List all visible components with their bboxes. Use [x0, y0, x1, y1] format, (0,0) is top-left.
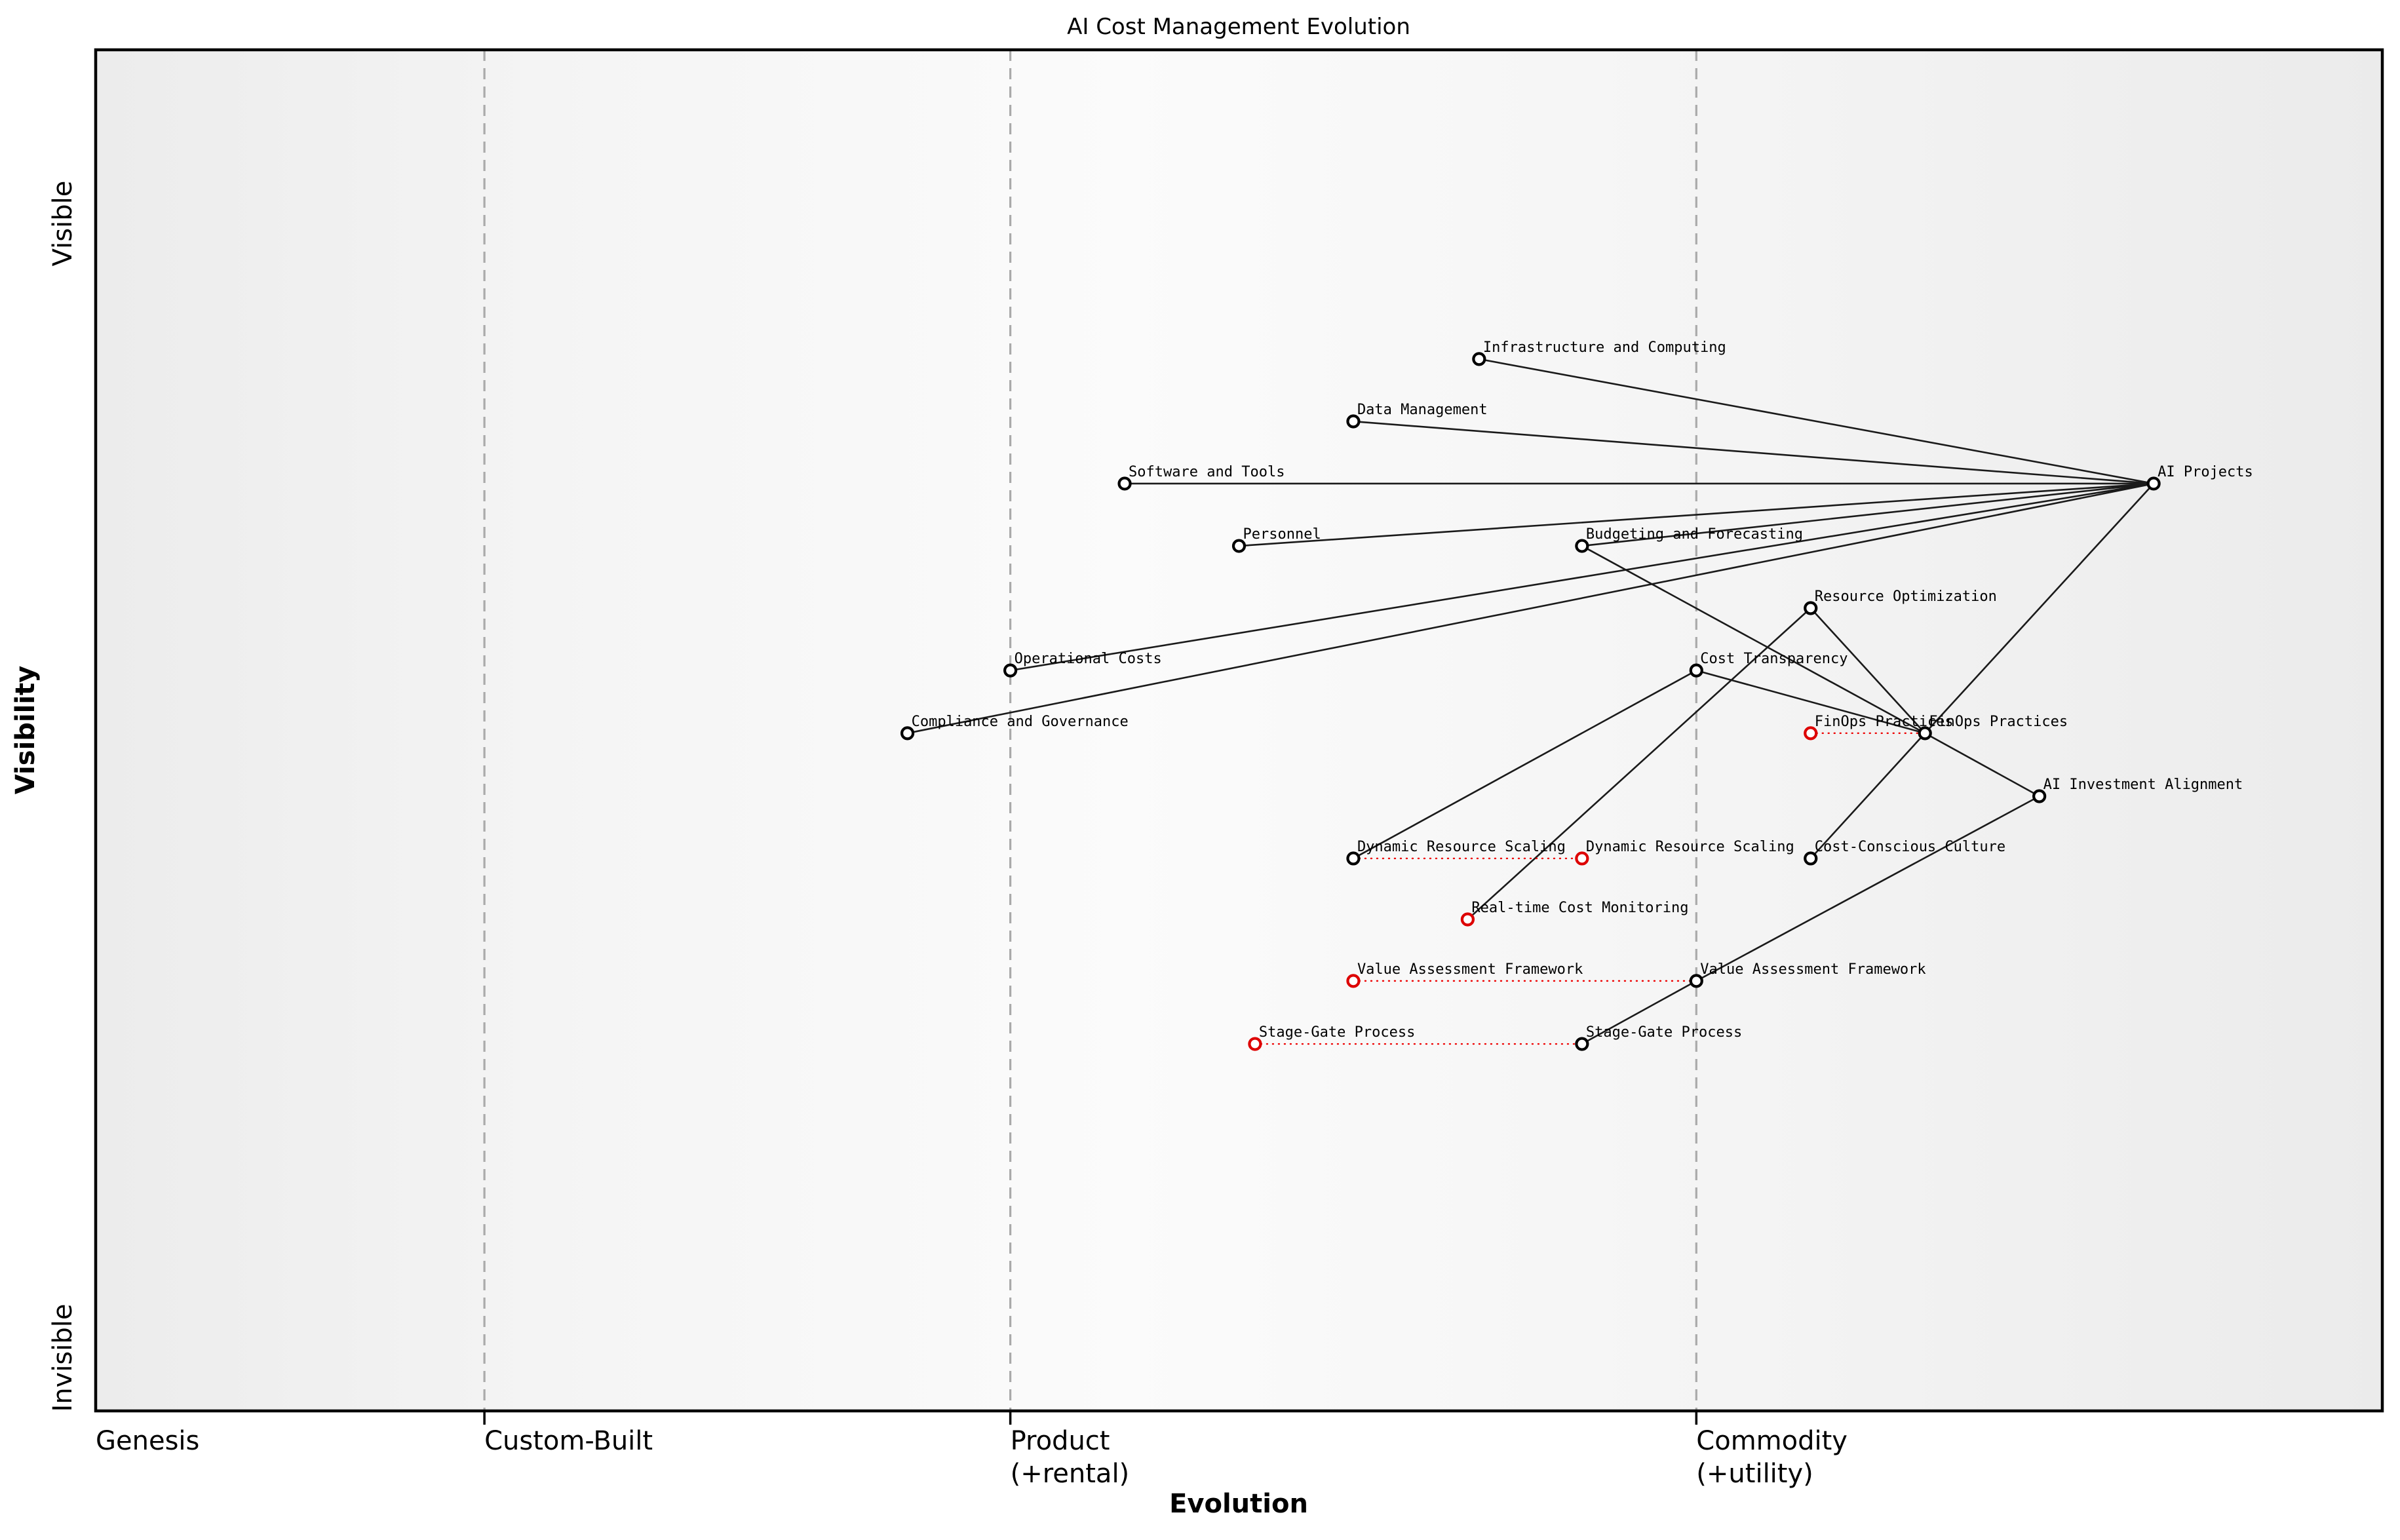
node-label-dynamic_scaling: Dynamic Resource Scaling	[1357, 839, 1566, 855]
edge-ai_projects--personnel	[1239, 482, 2154, 547]
y-axis-title: Visibility	[10, 666, 41, 794]
plot-frame	[94, 48, 2384, 1425]
node-label-finops_evolved: FinOps Practices	[1815, 714, 1954, 730]
node-label-value_assessment: Value Assessment Framework	[1700, 961, 1926, 978]
node-dynamic_scaling_evolved[interactable]	[1575, 851, 1589, 866]
edge-stage_gate--value_assessment	[1581, 980, 1697, 1045]
x-stage-sublabel-commodity: (+utility)	[1696, 1459, 1813, 1489]
node-data_management[interactable]	[1346, 414, 1361, 429]
node-finops[interactable]	[1918, 726, 1932, 741]
edge-resource_optimization--realtime_monitoring	[1467, 607, 1811, 920]
dependency-edges	[907, 358, 2155, 1045]
x-stage-label-custom-built: Custom-Built	[484, 1426, 653, 1456]
node-label-data_management: Data Management	[1357, 402, 1488, 418]
node-dynamic_scaling[interactable]	[1346, 851, 1361, 866]
edge-ai_projects--compliance	[907, 482, 2154, 735]
node-ai_projects[interactable]	[2146, 476, 2161, 491]
node-stage_gate[interactable]	[1575, 1037, 1589, 1051]
edge-value_assessment--ai_investment	[1695, 795, 2040, 982]
stage-axis-labels: Genesis Custom-Built Product(+rental) Commo…	[96, 1426, 1848, 1489]
edge-finops--cost_conscious_culture	[1810, 732, 1926, 859]
node-label-compliance: Compliance and Governance	[912, 714, 1129, 730]
node-label-stage_gate_evolved: Stage-Gate Process	[1259, 1024, 1415, 1041]
node-budgeting[interactable]	[1575, 539, 1589, 553]
chart-title: AI Cost Management Evolution	[1067, 14, 1410, 40]
node-operational_costs[interactable]	[1003, 663, 1018, 678]
edge-ai_projects--operational_costs	[1010, 482, 2154, 672]
edge-ai_projects--finops	[1924, 483, 2155, 734]
node-label-stage_gate: Stage-Gate Process	[1586, 1024, 1742, 1041]
node-finops_evolved[interactable]	[1804, 726, 1818, 741]
node-label-ai_projects: AI Projects	[2158, 464, 2253, 480]
edge-ai_projects--budgeting	[1581, 482, 2154, 547]
node-label-dynamic_scaling_evolved: Dynamic Resource Scaling	[1586, 839, 1794, 855]
edge-cost_transparency--dynamic_scaling	[1353, 669, 1697, 860]
plot-background	[96, 50, 2382, 1411]
node-label-finops: FinOps Practices	[1929, 714, 2068, 730]
node-label-operational_costs: Operational Costs	[1015, 651, 1162, 667]
node-label-software_tools: Software and Tools	[1129, 464, 1285, 480]
node-personnel[interactable]	[1231, 539, 1247, 553]
node-label-cost_transparency: Cost Transparency	[1700, 651, 1848, 667]
x-stage-label-genesis: Genesis	[96, 1426, 199, 1456]
node-realtime_monitoring[interactable]	[1460, 912, 1475, 927]
x-stage-sublabel-product: (+rental)	[1011, 1459, 1130, 1489]
y-tick-visible: Visible	[48, 181, 78, 267]
node-ai_investment[interactable]	[2032, 789, 2047, 803]
node-infrastructure[interactable]	[1472, 352, 1486, 366]
node-label-personnel: Personnel	[1243, 526, 1321, 543]
edge-budgeting--finops	[1581, 545, 1926, 735]
edge-finops--ai_investment	[1924, 732, 2040, 798]
node-label-budgeting: Budgeting and Forecasting	[1586, 526, 1803, 543]
x-axis-title: Evolution	[1169, 1489, 1308, 1519]
node-label-ai_investment: AI Investment Alignment	[2043, 777, 2243, 793]
node-resource_optimization[interactable]	[1804, 601, 1818, 615]
edge-ai_projects--infrastructure	[1479, 358, 2154, 485]
node-label-infrastructure: Infrastructure and Computing	[1483, 339, 1726, 356]
node-value_assessment_evolved[interactable]	[1346, 974, 1361, 988]
node-value_assessment[interactable]	[1689, 974, 1703, 988]
node-label-cost_conscious_culture: Cost-Conscious Culture	[1815, 839, 2005, 855]
node-software_tools[interactable]	[1117, 476, 1132, 491]
node-stage_gate_evolved[interactable]	[1248, 1037, 1262, 1051]
edge-resource_optimization--finops	[1810, 607, 1926, 734]
x-stage-label-product: Product	[1011, 1426, 1110, 1456]
stage-boundary-lines	[483, 50, 1697, 1411]
node-label-resource_optimization: Resource Optimization	[1815, 588, 1997, 605]
node-label-realtime_monitoring: Real-time Cost Monitoring	[1471, 900, 1688, 916]
y-tick-invisible: Invisible	[48, 1304, 78, 1412]
node-cost_conscious_culture[interactable]	[1804, 851, 1818, 866]
node-compliance[interactable]	[900, 726, 915, 741]
component-labels: AI Projects Infrastructure and Computing D…	[912, 339, 2253, 1041]
node-label-value_assessment_evolved: Value Assessment Framework	[1357, 961, 1583, 978]
x-stage-label-commodity: Commodity	[1696, 1426, 1848, 1456]
edge-cost_transparency--finops	[1695, 669, 1926, 735]
node-cost_transparency[interactable]	[1689, 663, 1703, 678]
component-nodes	[900, 352, 2161, 1051]
edge-ai_projects--data_management	[1353, 420, 2154, 485]
evolution-dotted-links	[1254, 732, 1926, 1045]
